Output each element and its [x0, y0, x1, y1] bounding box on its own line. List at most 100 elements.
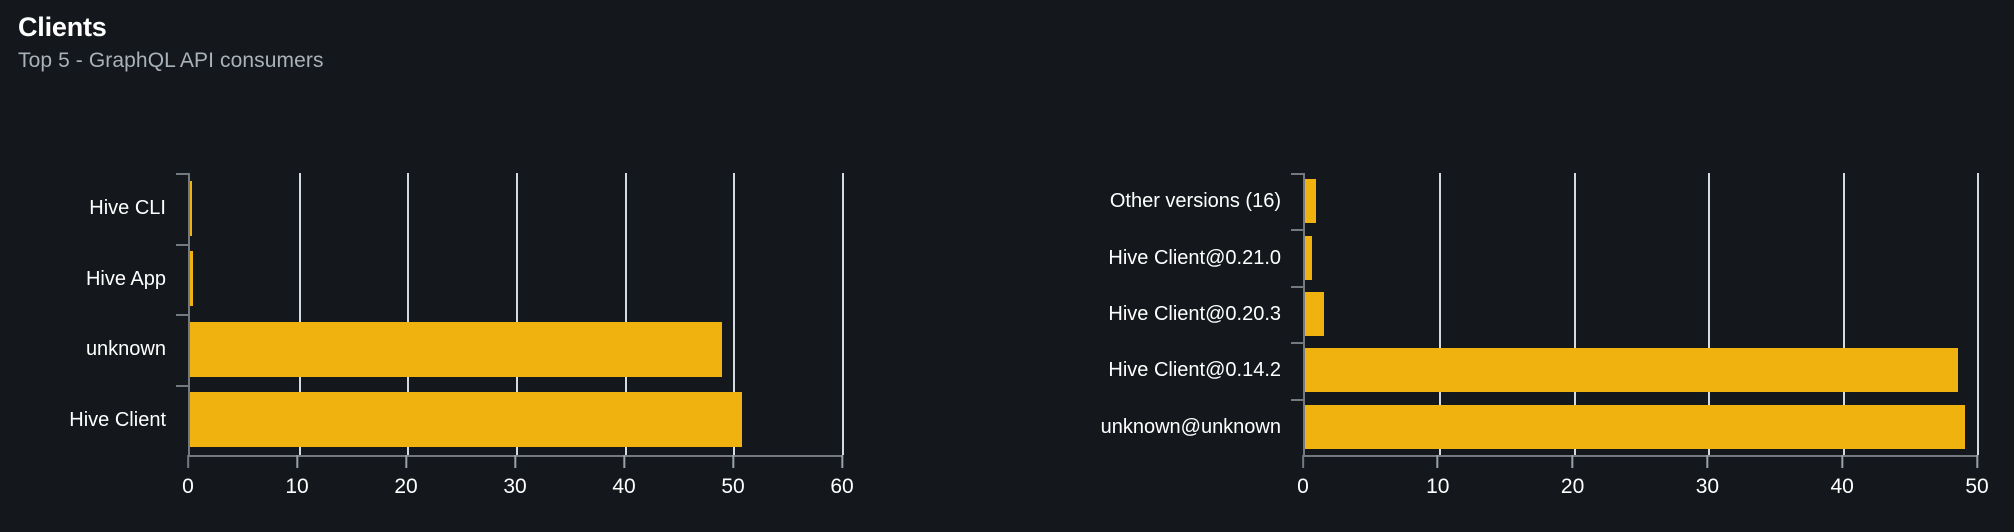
bar-row[interactable] [190, 314, 842, 385]
y-axis-tick [1291, 229, 1303, 285]
tick-mark [295, 455, 298, 468]
bar-row[interactable] [190, 385, 842, 456]
x-axis-tick: 40 [1831, 455, 1854, 499]
tick-label: 50 [721, 475, 745, 498]
bar-row[interactable] [1305, 286, 1977, 342]
chart-clients-by-version: Other versions (16) Hive Client@0.21.0 Hiv… [1010, 118, 2014, 532]
category-label: unknown [85, 338, 166, 361]
x-axis-tick: 30 [1696, 455, 1719, 499]
gridline [842, 173, 844, 455]
category-label: Other versions (16) [1109, 190, 1281, 213]
category-label: Hive App [85, 267, 166, 290]
category-label: Hive Client@0.21.0 [1108, 246, 1281, 269]
tick-label: 0 [1297, 475, 1309, 498]
x-axis-tick: 50 [1965, 455, 1989, 499]
gridline [733, 173, 736, 455]
tick-label: 50 [1965, 475, 1989, 498]
tick-label: 10 [1426, 475, 1450, 498]
y-axis-ticks-right [1291, 173, 1303, 455]
category-label: Hive Client@0.20.3 [1108, 303, 1281, 326]
x-axis-tick: 60 [830, 455, 854, 499]
bar-row[interactable] [1305, 342, 1977, 398]
tick-label: 40 [1830, 475, 1854, 498]
tick-label: 20 [394, 475, 418, 498]
tick-label: 30 [503, 475, 527, 498]
category-label-row: Hive CLI [0, 173, 178, 244]
bar[interactable] [1305, 404, 1965, 449]
tick-label: 10 [285, 475, 309, 498]
bar[interactable] [1305, 235, 1312, 280]
y-axis-tick [1291, 173, 1303, 229]
x-axis-tick: 20 [394, 455, 418, 499]
y-axis-tick [1291, 342, 1303, 398]
category-label-row: Hive Client@0.21.0 [1010, 229, 1293, 285]
y-axis-tick [176, 384, 188, 456]
x-axis-ticks-left: 0 10 20 30 40 50 60 [182, 455, 854, 499]
bar[interactable] [190, 321, 723, 377]
plot-area-right: Other versions (16) Hive Client@0.21.0 Hiv… [1010, 118, 2014, 532]
y-axis-tick [1291, 398, 1303, 455]
bar[interactable] [190, 251, 194, 307]
bar[interactable] [1305, 179, 1316, 224]
x-axis-tick: 40 [612, 455, 636, 499]
gridline [298, 173, 301, 455]
x-axis-tick: 50 [721, 455, 745, 499]
tick-label: 60 [830, 475, 854, 498]
tick-mark [1436, 455, 1439, 468]
x-axis-tick: 10 [285, 455, 309, 499]
panel-subtitle: Top 5 - GraphQL API consumers [18, 49, 324, 72]
tick-label: 20 [1560, 475, 1585, 498]
tick-mark [513, 455, 516, 468]
bar-series-right [1305, 173, 1977, 455]
bar[interactable] [190, 180, 193, 236]
category-label: Hive Client@0.14.2 [1108, 359, 1281, 382]
bar[interactable] [1305, 348, 1959, 393]
y-axis-tick [1291, 285, 1303, 342]
category-label-row: unknown [0, 314, 178, 385]
chart-clients-by-name: Hive CLI Hive App unknown Hive Client 0 10 20… [0, 118, 1010, 532]
x-axis-tick: 30 [503, 455, 527, 499]
category-label-row: Other versions (16) [1010, 173, 1293, 229]
plot-area-left: Hive CLI Hive App unknown Hive Client 0 10 20… [0, 118, 1010, 532]
y-axis-tick [176, 243, 188, 315]
bar[interactable] [1305, 292, 1324, 336]
bar-row[interactable] [1305, 229, 1977, 285]
category-label-row: unknown@unknown [1010, 399, 1293, 455]
bar-row[interactable] [1305, 173, 1977, 229]
bar-row[interactable] [190, 173, 842, 244]
x-axis-tick: 20 [1561, 455, 1584, 499]
category-label: unknown@unknown [1100, 415, 1281, 438]
x-axis-line-right [1303, 455, 1977, 457]
category-label-row: Hive Client@0.20.3 [1010, 286, 1293, 342]
panel-header: Clients Top 5 - GraphQL API consumers [18, 10, 324, 76]
gridline [1708, 173, 1711, 455]
bar-row[interactable] [1305, 399, 1977, 455]
gridline [624, 173, 627, 455]
tick-mark [404, 455, 407, 468]
tick-mark [1841, 455, 1844, 468]
plot-surface-right [1303, 173, 1979, 455]
category-label: Hive Client [69, 408, 166, 431]
x-axis-tick: 0 [1297, 455, 1309, 499]
tick-mark [1706, 455, 1709, 468]
category-label: Hive CLI [89, 197, 166, 220]
bar-series-left [190, 173, 842, 455]
tick-label: 30 [1695, 475, 1720, 498]
y-axis-tick [176, 173, 188, 244]
gridline [1842, 173, 1845, 455]
category-label-row: Hive App [0, 244, 178, 315]
tick-mark [1302, 455, 1304, 468]
bar[interactable] [190, 392, 743, 448]
y-axis-tick [176, 314, 188, 385]
y-axis-ticks-left [176, 173, 188, 455]
gridline [516, 173, 518, 455]
x-axis-tick: 0 [182, 455, 194, 499]
gridline [1439, 173, 1442, 455]
gridline [1573, 173, 1576, 455]
tick-mark [1975, 455, 1978, 468]
page-title: Clients [18, 12, 107, 42]
tick-mark [840, 455, 843, 468]
bar-row[interactable] [190, 244, 842, 315]
plot-surface-left [188, 173, 844, 455]
